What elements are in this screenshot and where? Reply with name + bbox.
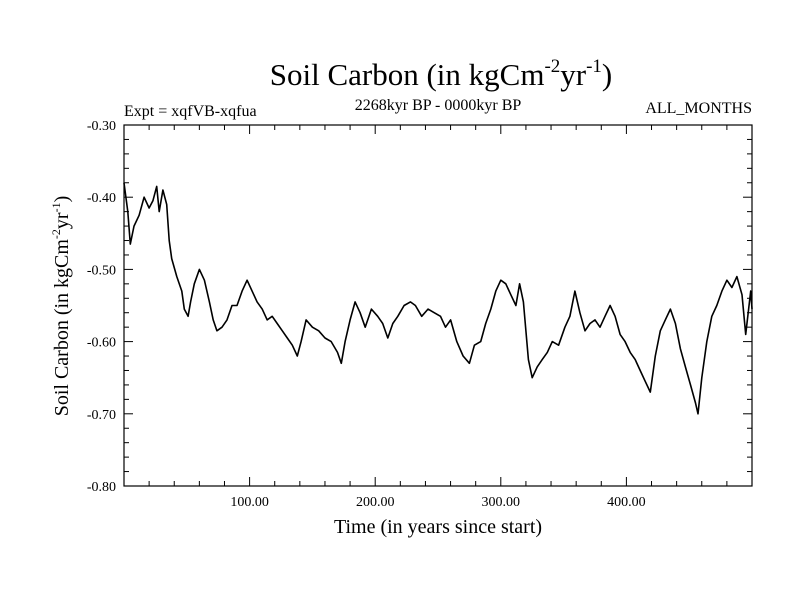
y-tick-label: -0.40 [87, 191, 116, 206]
ylabel-mid: yr [51, 212, 73, 229]
title-mid: yr [560, 57, 587, 92]
ylabel-exp1: -2 [49, 229, 63, 239]
y-tick-label: -0.80 [87, 480, 116, 495]
y-axis-label: Soil Carbon (in kgCm-2yr-1) [49, 196, 73, 417]
x-tick-label: 200.00 [356, 495, 395, 510]
title-exp2: -1 [586, 56, 602, 77]
series-group [123, 182, 753, 415]
x-axis-label: Time (in years since start) [334, 516, 542, 538]
y-axis-ticks: -0.30 -0.40 -0.50 -0.60 -0.70 -0.80 [87, 119, 752, 495]
title-exp1: -2 [544, 56, 560, 77]
center-subtitle: 2268kyr BP - 0000kyr BP [355, 97, 522, 114]
x-tick-label: 400.00 [607, 495, 646, 510]
title-prefix: Soil Carbon (in kgCm [270, 57, 545, 92]
y-tick-label: -0.70 [87, 408, 116, 423]
y-tick-label: -0.50 [87, 263, 116, 278]
title-suffix: ) [602, 57, 612, 92]
x-tick-label: 300.00 [482, 495, 521, 510]
chart-title: Soil Carbon (in kgCm-2yr-1) [270, 56, 613, 92]
plot-frame [123, 124, 753, 487]
series-line [123, 182, 753, 415]
right-subtitle: ALL_MONTHS [645, 100, 752, 117]
y-tick-label: -0.60 [87, 336, 116, 351]
ylabel-exp2: -1 [49, 202, 63, 212]
x-axis-ticks: 100.00 200.00 300.00 400.00 [148, 125, 728, 510]
left-subtitle: Expt = xqfVB-xqfua [124, 103, 257, 120]
y-tick-label: -0.30 [87, 119, 116, 134]
x-tick-label: 100.00 [230, 495, 269, 510]
ylabel-prefix: Soil Carbon (in kgCm [51, 239, 73, 417]
ylabel-suffix: ) [51, 196, 73, 203]
